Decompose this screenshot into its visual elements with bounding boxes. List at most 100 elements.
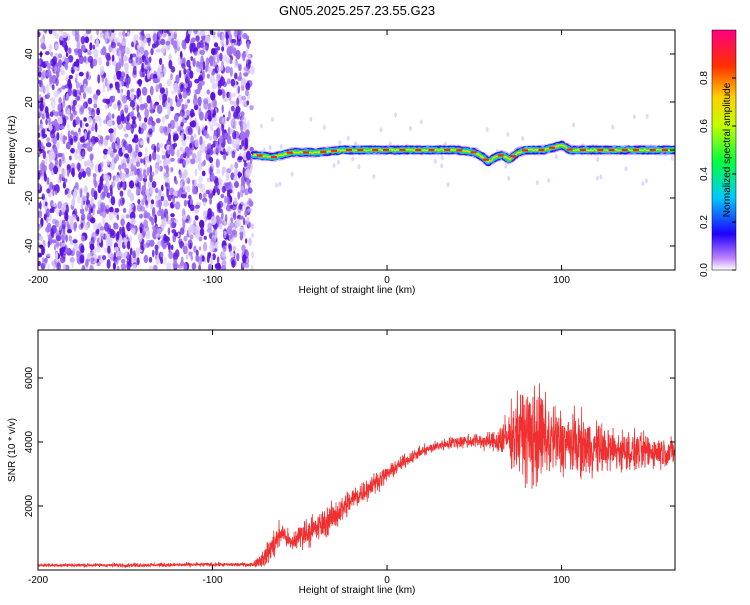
spectrogram-noise-dot (153, 145, 157, 153)
spectrogram-noise-dot (189, 146, 193, 155)
spectrogram-noise-dot (106, 119, 113, 127)
spectrogram-noise-dot (48, 151, 52, 159)
spectrogram-noise-dot (77, 48, 83, 58)
spectrogram-noise-dot (124, 47, 131, 55)
spectrogram-noise-dot (174, 201, 181, 210)
spectrogram-noise-dot (56, 141, 60, 149)
spectrogram-noise-dot (220, 64, 224, 71)
spectrogram-noise-dot (149, 203, 153, 210)
spectrogram-noise-dot (191, 153, 197, 159)
spectrogram-noise-dot (71, 198, 76, 207)
spectrogram-noise-dot (78, 243, 85, 252)
spectrogram-noise-dot (70, 130, 75, 136)
spectrogram-noise-dot (115, 62, 122, 71)
spectrogram-noise-dot (177, 97, 184, 103)
spectrogram-noise-dot (45, 60, 49, 65)
spectrogram-noise-dot (86, 71, 89, 80)
snr-axes: -200 -100 0 100 2000 4000 6000 (24, 330, 675, 586)
spectrogram-noise-dot (245, 168, 251, 178)
spectrogram-noise-dot (183, 68, 187, 75)
spectrogram-noise-dot (215, 144, 222, 154)
spectrogram-noise-dot (74, 153, 79, 161)
spectrogram-noise-dot (153, 264, 158, 270)
spectrogram-noise-dot (224, 195, 228, 203)
spectrogram-noise-dot (227, 126, 231, 136)
spectrogram-noise-dot (188, 228, 193, 236)
spectrogram-noise-dot (243, 66, 249, 72)
spectrogram-noise-dot (106, 204, 110, 210)
spectrogram-noise-dot (90, 217, 96, 224)
spectrogram-noise-dot (135, 176, 138, 185)
spectrogram-noise-dot (180, 83, 184, 89)
spectrogram-noise-dot (221, 265, 227, 270)
spectrogram-noise-dot (61, 203, 67, 213)
spectrogram-faint-dot (275, 182, 279, 188)
spectrogram-noise-dot (194, 207, 199, 214)
spectrogram-noise-dot (156, 154, 161, 160)
spectrogram-noise-dot (152, 150, 157, 161)
spectrogram-noise-dot (158, 83, 161, 90)
spectrogram-noise-dot (190, 198, 193, 206)
spectrogram-noise-dot (121, 94, 128, 104)
spectrogram-noise-dot (234, 59, 237, 68)
colorbar-label: Normalized spectral amplitude (722, 82, 733, 217)
spectrogram-noise-dot (126, 31, 130, 37)
spectrogram-noise-dot (133, 37, 136, 46)
spectrogram-faint-dot (624, 166, 628, 172)
spectrogram-noise-dot (53, 118, 58, 127)
spectrogram-noise-dot (65, 141, 71, 150)
spectrogram-noise-dot (167, 194, 172, 202)
spectrogram-faint-dot (408, 126, 412, 132)
spectrogram-noise-dot (117, 181, 122, 191)
spectrogram-noise-dot (92, 222, 98, 231)
spectrogram-noise-dot (155, 164, 161, 173)
spectrogram-noise-dot (85, 30, 92, 35)
spectrogram-noise-dot (49, 74, 53, 85)
spectrogram-noise-dot (202, 192, 207, 199)
spectrogram-noise-dot (83, 91, 86, 100)
spectrogram-noise-dot (110, 41, 117, 49)
spectrogram-noise-dot (140, 40, 146, 48)
spectrogram-faint-dot (554, 154, 558, 160)
spectrogram-noise-dot (201, 161, 206, 167)
spectrogram-noise-dot (66, 92, 69, 102)
spectrogram-noise-dot (103, 153, 107, 160)
spectrogram-faint-dot (379, 127, 383, 133)
snr-frame (37, 329, 676, 571)
spectrogram-noise-dot (38, 132, 41, 138)
spectrogram-noise-dot (207, 66, 213, 74)
spectrogram-noise-dot (39, 81, 42, 88)
spectrogram-noise-dot (110, 228, 115, 236)
snr-ytick-label: 4000 (24, 430, 35, 453)
spectrogram-noise-dot (225, 172, 230, 181)
spectrogram-noise-dot (99, 135, 104, 145)
spectrogram-noise-dot (105, 98, 111, 105)
spectrogram-noise-dot (205, 57, 210, 67)
spectrogram-noise-dot (205, 111, 209, 119)
spectrogram-noise-dot (51, 184, 56, 191)
spectrogram-noise-dot (91, 126, 95, 132)
spectrogram-noise-dot (199, 39, 205, 49)
spectrogram-noise-dot (224, 214, 228, 223)
spectrogram-noise-dot (139, 223, 144, 232)
spectrogram-noise-dot (178, 187, 183, 195)
spectrogram-noise-dot (220, 193, 225, 199)
spectrogram-noise-dot (133, 164, 137, 175)
spectrogram-noise-dot (92, 207, 95, 216)
spectrogram-noise-dot (62, 31, 68, 39)
spectrogram-noise-dot (213, 148, 217, 155)
spectrogram-noise-dot (198, 74, 204, 83)
spectrogram-noise-dot (213, 47, 218, 55)
spectrogram-noise-dot (247, 208, 253, 213)
spectrogram-noise-dot (106, 159, 110, 166)
spectrogram-noise-dot (167, 97, 171, 103)
spectrogram-noise-dot (114, 207, 120, 213)
spectrogram-noise-dot (51, 202, 57, 208)
spectrogram-noise-dot (106, 237, 111, 247)
spectrogram-noise-dot (215, 122, 219, 127)
spectrogram-noise-dot (216, 168, 221, 175)
spectrogram-xtick-label: 0 (384, 275, 390, 286)
spectrogram-faint-dot (278, 181, 282, 187)
spectrogram-noise-dot (87, 97, 93, 105)
spectrogram-faint-dot (338, 140, 342, 146)
